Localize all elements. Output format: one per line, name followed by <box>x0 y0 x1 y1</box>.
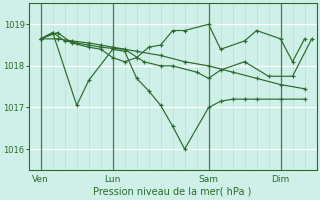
X-axis label: Pression niveau de la mer( hPa ): Pression niveau de la mer( hPa ) <box>93 187 252 197</box>
